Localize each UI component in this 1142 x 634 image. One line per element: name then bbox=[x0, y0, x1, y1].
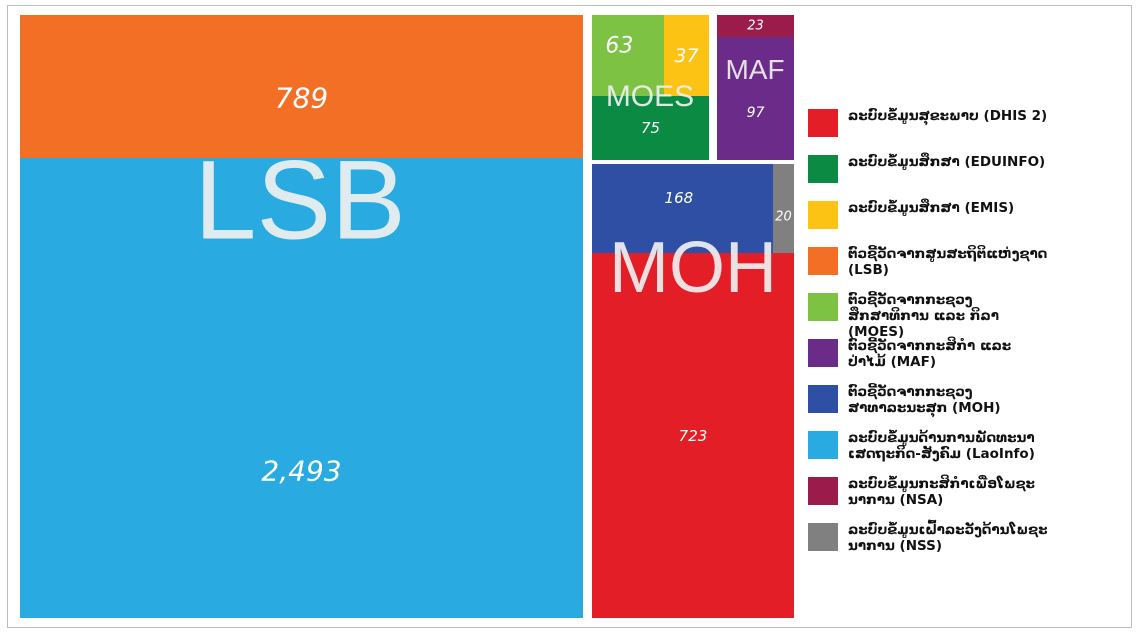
legend-swatch bbox=[808, 155, 838, 183]
legend-swatch bbox=[808, 431, 838, 459]
value-label: 723 bbox=[678, 426, 708, 445]
legend-swatch bbox=[808, 247, 838, 275]
value-label: 20 bbox=[775, 209, 792, 225]
group-label: MOES bbox=[605, 80, 695, 113]
legend-label: ລະບົບຂໍ້ມູນສຶກສາ (EDUINFO) bbox=[848, 154, 1046, 170]
treemap-cell bbox=[592, 96, 709, 160]
value-label: 97 bbox=[746, 105, 765, 122]
treemap-cell bbox=[20, 15, 583, 158]
legend-label: ລະບົບຂໍ້ມູນສຶກສາ (EMIS) bbox=[848, 200, 1015, 216]
value-label: 789 bbox=[274, 81, 329, 115]
treemap-cell bbox=[664, 15, 709, 96]
treemap-cell bbox=[592, 253, 794, 618]
legend-swatch bbox=[808, 339, 838, 367]
group-label: LSB bbox=[194, 137, 406, 263]
value-label: 2,493 bbox=[261, 454, 342, 488]
legend-label: ລະບົບຂໍ້ມູນເຝົ້າລະວັງດ້ານໂພຊະນາການ (NSS) bbox=[848, 522, 1048, 554]
treemap-cell bbox=[592, 164, 773, 253]
legend-label: ຕົວຊີ້ວັດຈາກກະຊວງສາທາລະນະສຸກ (MOH) bbox=[848, 384, 1001, 416]
legend-swatch bbox=[808, 477, 838, 505]
value-label: 63 bbox=[605, 33, 634, 59]
treemap-cell bbox=[717, 37, 794, 160]
legend-label: ລະບົບຂໍ້ມູນກະສິກຳເພື່ອໂພຊະນາການ (NSA) bbox=[848, 476, 1035, 508]
value-label: 168 bbox=[664, 188, 694, 207]
legend-swatch bbox=[808, 523, 838, 551]
frame bbox=[7, 5, 1132, 628]
value-label: 23 bbox=[747, 18, 764, 34]
legend-swatch bbox=[808, 293, 838, 321]
legend-swatch bbox=[808, 385, 838, 413]
legend-label: ຕົວຊີ້ວັດຈາກກະຊວງສຶກສາທິການ ແລະ ກິລາ (MO… bbox=[848, 292, 999, 340]
legend-label: ລະບົບຂໍ້ມູນສຸຂະພາບ (DHIS 2) bbox=[848, 108, 1048, 124]
legend-swatch bbox=[808, 109, 838, 137]
treemap-cell bbox=[592, 15, 664, 96]
legend-swatch bbox=[808, 201, 838, 229]
treemap-cell bbox=[717, 15, 794, 37]
legend-label: ຕົວຊີ້ວັດຈາກກະສິກຳ ແລະ ປ່າໄມ້ (MAF) bbox=[848, 338, 1012, 370]
legend-label: ລະບົບຂໍ້ມູນດ້ານການພັດທະນາເສດຖະກິດ-ສັງຄົມ… bbox=[848, 430, 1035, 462]
treemap-cell bbox=[20, 158, 583, 618]
legend-label: ຕົວຊີ້ວັດຈາກສູນສະຖິຕິແຫ່ງຊາດ (LSB) bbox=[848, 246, 1048, 278]
treemap-cell bbox=[773, 164, 794, 253]
value-label: 75 bbox=[640, 119, 661, 137]
group-label: MAF bbox=[725, 54, 785, 85]
value-label: 37 bbox=[674, 44, 699, 67]
group-label: MOH bbox=[609, 228, 777, 308]
